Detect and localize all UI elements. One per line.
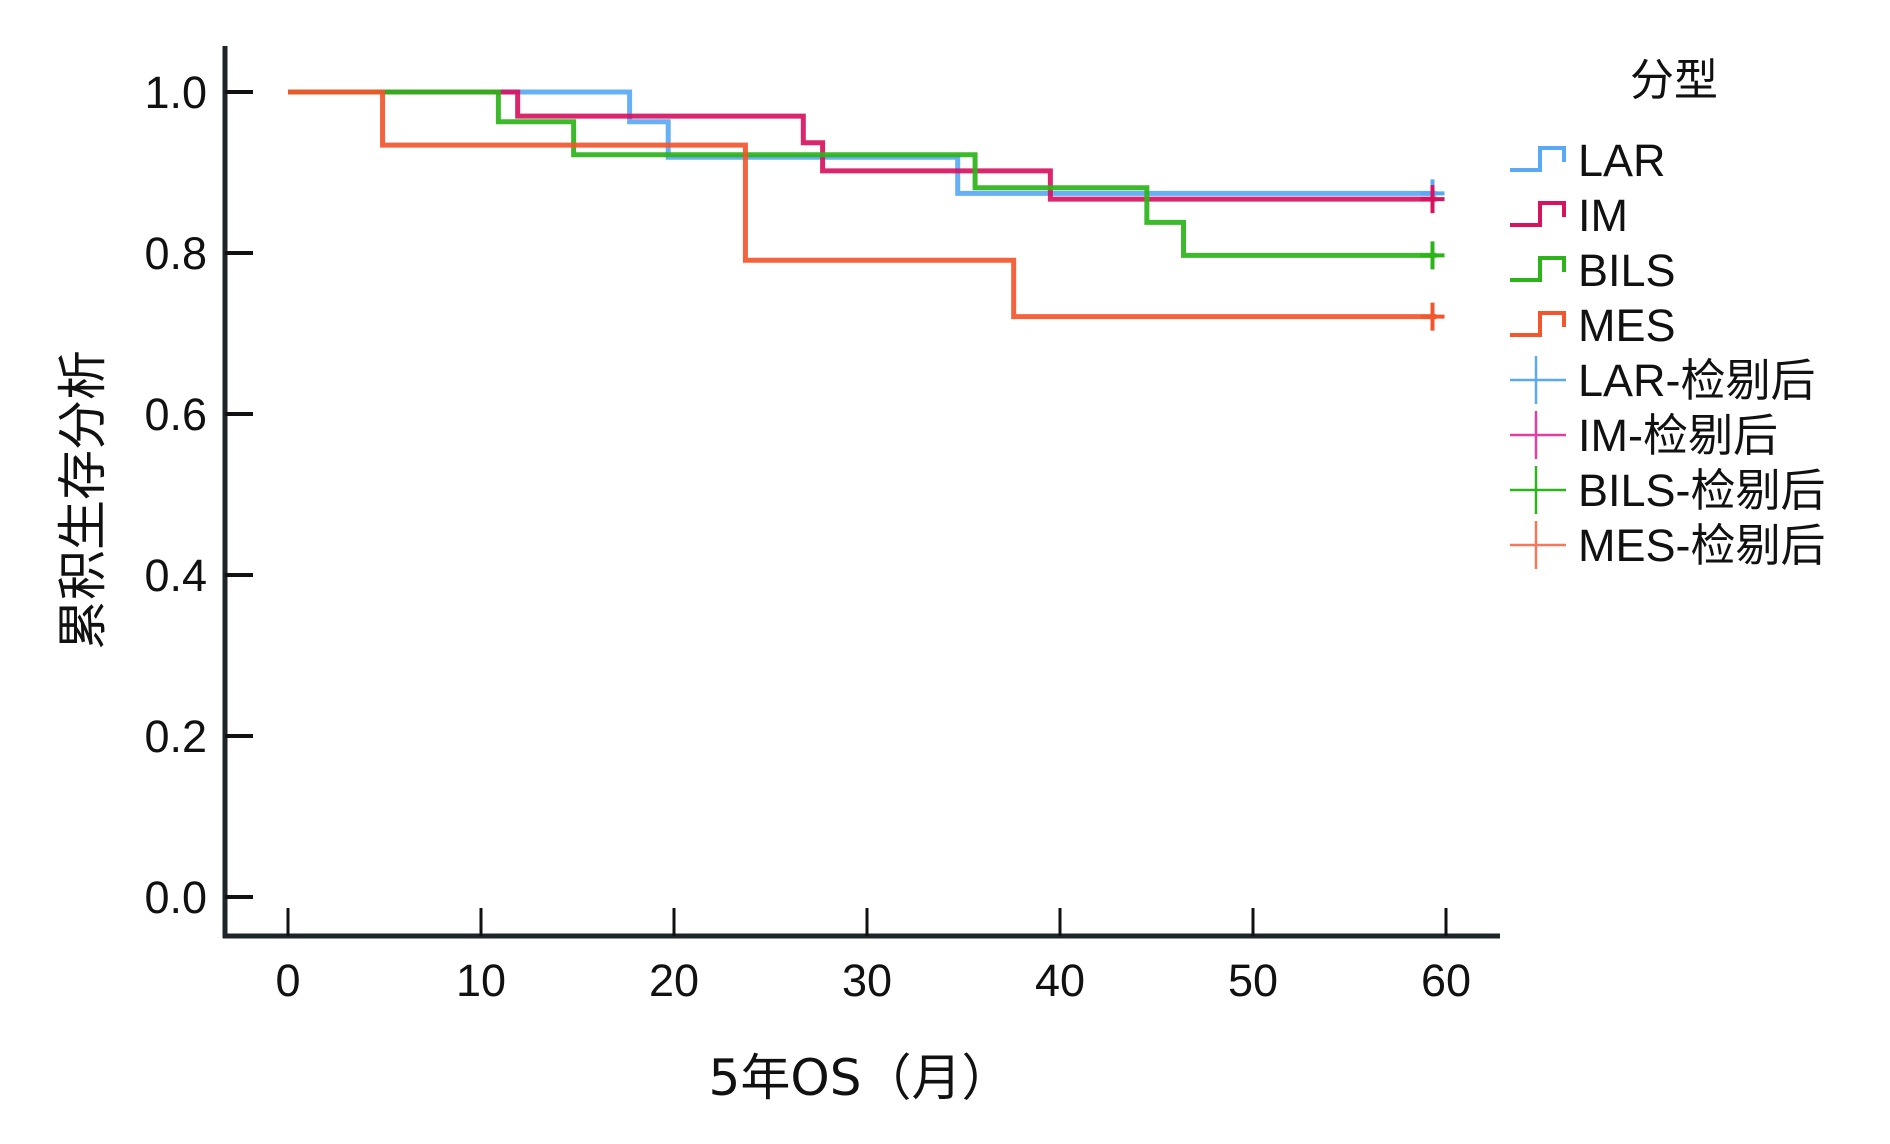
legend-step-icon: [1510, 201, 1566, 227]
x-tick-label: 20: [649, 955, 699, 1006]
y-ticks: 0.0 0.2 0.4 0.6 0.8 1.0: [144, 67, 253, 923]
legend-item: MES: [1510, 300, 1676, 351]
y-tick-label: 0.2: [144, 711, 207, 762]
y-tick-label: 0.4: [144, 550, 207, 601]
legend-item: IM: [1510, 190, 1628, 241]
legend-label: BILS-检剔后: [1578, 465, 1826, 516]
legend-label: MES-检剔后: [1578, 520, 1826, 571]
x-tick-label: 0: [275, 955, 300, 1006]
y-axis-title: 累积生存分析: [54, 350, 112, 650]
legend-item: LAR-检剔后: [1510, 355, 1816, 406]
x-tick-label: 30: [842, 955, 892, 1006]
legend-item: LAR: [1510, 135, 1666, 186]
y-tick-label: 1.0: [144, 67, 207, 118]
legend-item: BILS: [1510, 245, 1676, 296]
legend-label: LAR: [1578, 135, 1666, 186]
legend-step-icon: [1510, 146, 1566, 172]
legend-label: LAR-检剔后: [1578, 355, 1816, 406]
x-tick-label: 10: [456, 955, 506, 1006]
legend-censor-icon: [1510, 411, 1566, 459]
legend-censor-icon: [1510, 466, 1566, 514]
legend-label: MES: [1578, 300, 1676, 351]
legend-label: IM-检剔后: [1578, 410, 1778, 461]
legend-title: 分型: [1630, 55, 1718, 106]
legend-step-icon: [1510, 311, 1566, 337]
series-line-im: [288, 89, 1437, 202]
x-tick-label: 50: [1228, 955, 1278, 1006]
x-axis-title: 5年OS（月）: [709, 1049, 1012, 1107]
legend-label: BILS: [1578, 245, 1676, 296]
x-ticks: 0 10 20 30 40 50 60: [275, 908, 1471, 1006]
legend-censor-icon: [1510, 521, 1566, 569]
censor-mark-bils: [1420, 241, 1445, 270]
series-line-mes: [288, 89, 1437, 320]
legend-censor-icon: [1510, 356, 1566, 404]
y-tick-label: 0.6: [144, 389, 207, 440]
y-tick-label: 0.8: [144, 228, 207, 279]
legend-item: IM-检剔后: [1510, 410, 1778, 461]
y-tick-label: 0.0: [144, 872, 207, 923]
series-line-lar: [288, 89, 1437, 196]
censor-mark-im: [1420, 185, 1445, 214]
legend-item: BILS-检剔后: [1510, 465, 1826, 516]
x-tick-label: 40: [1035, 955, 1085, 1006]
series-line-bils: [288, 89, 1437, 258]
legend-label: IM: [1578, 190, 1628, 241]
legend-item: MES-检剔后: [1510, 520, 1826, 571]
x-tick-label: 60: [1421, 955, 1471, 1006]
censor-mark-mes: [1420, 302, 1445, 331]
legend-step-icon: [1510, 256, 1566, 282]
series-group: [288, 89, 1445, 331]
